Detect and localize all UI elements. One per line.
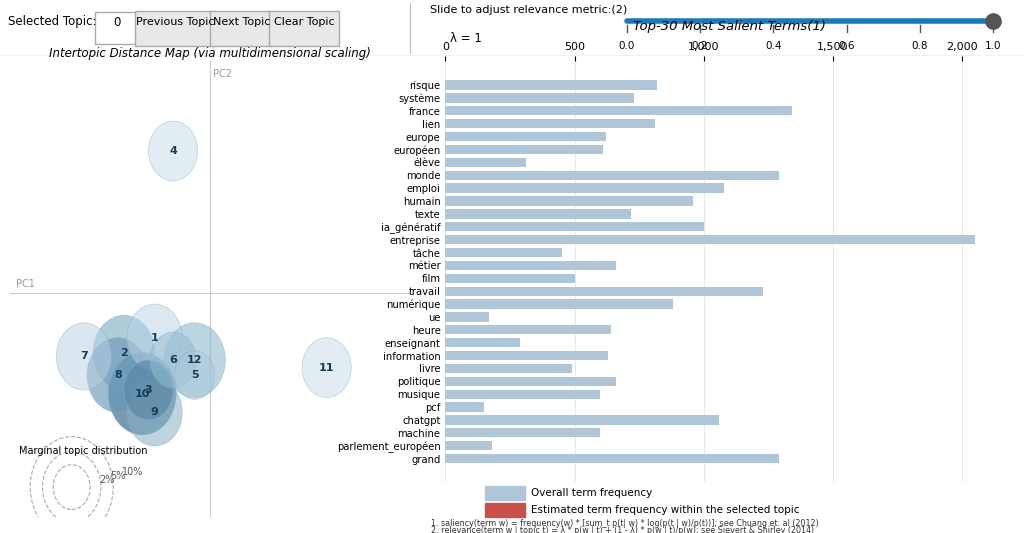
- Bar: [445, 312, 489, 321]
- Circle shape: [56, 323, 112, 390]
- Text: 8: 8: [114, 370, 122, 380]
- Bar: [445, 106, 792, 116]
- Bar: [445, 209, 632, 219]
- Bar: [445, 287, 763, 296]
- Text: Intertopic Distance Map (via multidimensional scaling): Intertopic Distance Map (via multidimens…: [49, 47, 371, 60]
- Text: Slide to adjust relevance metric:(2): Slide to adjust relevance metric:(2): [430, 5, 628, 15]
- Text: Clear Topic: Clear Topic: [273, 18, 335, 27]
- Text: 6: 6: [169, 355, 177, 365]
- Text: 5%: 5%: [111, 472, 126, 481]
- Text: 12: 12: [186, 355, 203, 365]
- Text: 0: 0: [113, 16, 121, 29]
- Bar: [445, 415, 719, 425]
- Bar: [445, 235, 975, 244]
- Bar: [445, 222, 703, 231]
- Bar: [445, 132, 605, 141]
- Text: 10%: 10%: [123, 467, 143, 477]
- Text: 1: 1: [151, 333, 159, 343]
- Bar: [445, 351, 608, 360]
- Text: 11: 11: [318, 362, 335, 373]
- Bar: [445, 325, 610, 334]
- Circle shape: [151, 332, 197, 388]
- Text: 2%: 2%: [99, 475, 115, 486]
- Text: Estimated term frequency within the selected topic: Estimated term frequency within the sele…: [530, 505, 799, 515]
- Bar: [445, 261, 615, 270]
- Circle shape: [93, 316, 155, 390]
- Text: 0.4: 0.4: [765, 41, 781, 51]
- Text: 1. saliency(term w) = frequency(w) * [sum_t p(t| w) * log(p(t | w)/p(t))]; see C: 1. saliency(term w) = frequency(w) * [su…: [431, 519, 818, 528]
- Text: 1.0: 1.0: [985, 41, 1001, 51]
- Bar: [445, 119, 654, 128]
- Bar: [445, 338, 520, 348]
- Bar: [445, 390, 600, 399]
- Bar: [445, 377, 615, 386]
- Text: 2. relevance(term w | topic t) = λ * p(w | t) + (1 - λ) * p(w | t)/p(w); see Sie: 2. relevance(term w | topic t) = λ * p(w…: [431, 526, 814, 533]
- Text: 0.8: 0.8: [911, 41, 928, 51]
- Bar: [445, 248, 562, 257]
- Text: Marginal topic distribution: Marginal topic distribution: [19, 446, 147, 456]
- Bar: [445, 171, 778, 180]
- Text: PC2: PC2: [213, 69, 232, 79]
- Circle shape: [87, 338, 148, 413]
- Text: λ = 1: λ = 1: [450, 31, 482, 45]
- Text: 3: 3: [144, 385, 153, 395]
- Text: 0.0: 0.0: [618, 41, 635, 51]
- Text: 10: 10: [134, 389, 151, 399]
- Circle shape: [127, 379, 182, 446]
- Bar: [445, 300, 673, 309]
- Text: 2: 2: [120, 348, 128, 358]
- Circle shape: [109, 353, 176, 435]
- Circle shape: [302, 338, 351, 398]
- FancyBboxPatch shape: [269, 11, 339, 46]
- Bar: [445, 454, 778, 463]
- Circle shape: [127, 304, 182, 372]
- Text: 5: 5: [190, 370, 199, 380]
- Bar: [485, 486, 525, 500]
- Title: Top-30 Most Salient Terms(1): Top-30 Most Salient Terms(1): [633, 20, 826, 34]
- Text: Previous Topic: Previous Topic: [136, 18, 214, 27]
- Bar: [445, 364, 572, 373]
- Bar: [445, 145, 603, 154]
- Bar: [445, 80, 657, 90]
- Text: 9: 9: [151, 407, 159, 417]
- Text: 4: 4: [169, 146, 177, 156]
- Text: 7: 7: [80, 351, 88, 361]
- Circle shape: [124, 360, 173, 420]
- Circle shape: [164, 323, 225, 398]
- Text: 0.2: 0.2: [692, 41, 709, 51]
- Bar: [445, 402, 484, 411]
- Bar: [445, 428, 600, 438]
- Bar: [445, 158, 525, 167]
- Circle shape: [148, 121, 198, 181]
- Bar: [445, 183, 724, 193]
- Circle shape: [174, 351, 215, 399]
- Text: 0.6: 0.6: [839, 41, 855, 51]
- Text: Selected Topic:: Selected Topic:: [8, 15, 96, 28]
- FancyBboxPatch shape: [210, 11, 273, 46]
- Bar: [445, 196, 693, 206]
- Text: Overall term frequency: Overall term frequency: [530, 488, 652, 498]
- Bar: [445, 441, 492, 450]
- FancyBboxPatch shape: [95, 12, 138, 44]
- FancyBboxPatch shape: [135, 11, 215, 46]
- Text: Next Topic: Next Topic: [213, 18, 270, 27]
- Bar: [445, 273, 574, 283]
- Text: PC1: PC1: [16, 279, 35, 289]
- Bar: [445, 93, 634, 102]
- Bar: [485, 503, 525, 517]
